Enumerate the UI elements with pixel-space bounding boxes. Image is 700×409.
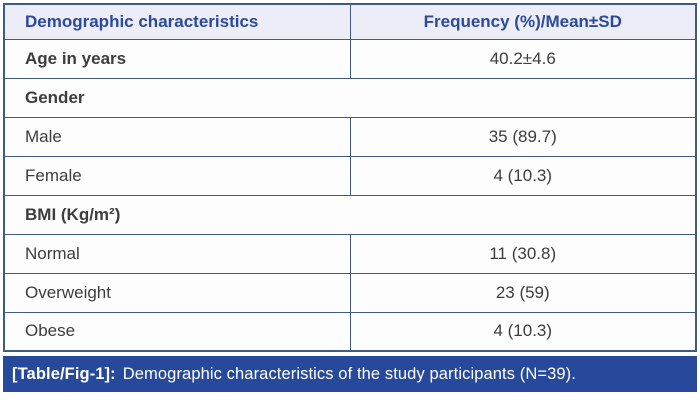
table-figure: Demographic characteristics Frequency (%… [3,3,697,406]
row-label: Normal [3,233,351,274]
row-value: 40.2±4.6 [349,38,697,79]
row-value: 4 (10.3) [349,155,697,196]
header-row: Demographic characteristics Frequency (%… [3,3,697,40]
group-row-label: BMI (Kg/m²) [3,194,697,235]
caption-text: Demographic characteristics of the study… [122,364,576,383]
row-value: 4 (10.3) [349,311,697,352]
column-header-frequency: Frequency (%)/Mean±SD [349,3,697,40]
table-row-male: Male 35 (89.7) [3,116,697,157]
table-row-obese: Obese 4 (10.3) [3,311,697,352]
row-value: 23 (59) [349,272,697,313]
table-row-overweight: Overweight 23 (59) [3,272,697,313]
table-row-bmi-group: BMI (Kg/m²) [3,194,697,235]
row-value: 11 (30.8) [349,233,697,274]
row-label: Obese [3,311,351,352]
row-label: Female [3,155,351,196]
table-row-normal: Normal 11 (30.8) [3,233,697,274]
table-row-gender-group: Gender [3,77,697,118]
table-caption: [Table/Fig-1]: Demographic characteristi… [3,356,697,392]
table-body: Age in years 40.2±4.6 Gender Male 35 (89… [3,38,697,352]
demographics-table: Demographic characteristics Frequency (%… [3,3,697,352]
row-value: 35 (89.7) [349,116,697,157]
table-row-female: Female 4 (10.3) [3,155,697,196]
caption-tag: [Table/Fig-1]: [12,364,116,383]
row-label: Overweight [3,272,351,313]
group-row-label: Gender [3,77,697,118]
column-header-characteristics: Demographic characteristics [3,3,351,40]
row-label: Male [3,116,351,157]
table-row-age: Age in years 40.2±4.6 [3,38,697,79]
row-label: Age in years [3,38,351,79]
table-header: Demographic characteristics Frequency (%… [3,3,697,40]
